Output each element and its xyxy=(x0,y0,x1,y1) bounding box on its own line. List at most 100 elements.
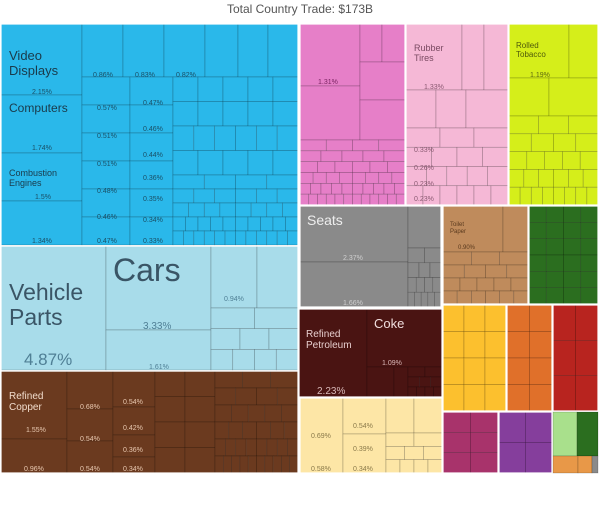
miscellaneous-cell xyxy=(415,277,425,293)
chemical-products-cell xyxy=(369,161,388,173)
machines-cell xyxy=(129,188,174,218)
chemical-products-cell xyxy=(334,161,353,173)
paper-goods-cell xyxy=(463,264,486,279)
machines-cell xyxy=(129,76,174,106)
mineral-products-cell xyxy=(433,386,443,398)
metals-cell xyxy=(154,421,186,448)
machines-cell xyxy=(172,76,199,102)
vegetable-products-cell xyxy=(563,271,582,288)
metals-cell xyxy=(223,455,232,474)
animal-hides-cell xyxy=(552,455,579,474)
chemical-products-cell xyxy=(299,193,310,206)
machines-cell xyxy=(250,202,268,218)
vegetable-products-cell xyxy=(563,222,582,239)
machines-cell xyxy=(247,150,274,176)
group-outline xyxy=(298,308,443,398)
machines-cell xyxy=(193,188,215,204)
weapons-cell xyxy=(498,411,526,443)
machines-cell xyxy=(172,150,199,176)
machines-cell xyxy=(129,216,174,246)
plastics-cell xyxy=(466,166,488,187)
machines-cell xyxy=(172,230,184,246)
plastics-cell xyxy=(461,23,485,91)
machines-cell xyxy=(203,230,215,246)
machines-cell xyxy=(247,101,274,127)
paper-goods-cell xyxy=(459,277,478,292)
computers-cell xyxy=(0,94,83,154)
machines-cell xyxy=(235,188,257,204)
machines-cell xyxy=(81,132,131,162)
textiles-cell xyxy=(385,446,405,460)
plastics-cell xyxy=(487,166,509,187)
machines-cell xyxy=(214,188,236,204)
machines-cell xyxy=(235,216,249,232)
foodstuffs-cell xyxy=(553,133,577,152)
transportation-cell xyxy=(105,329,212,371)
chemical-products-cell xyxy=(339,172,353,184)
chemical-products-cell xyxy=(317,161,336,173)
group-outline xyxy=(0,370,299,474)
chemical-products-cell xyxy=(325,172,340,184)
vegetable-products-cell xyxy=(528,271,547,288)
plastics-cell xyxy=(446,166,468,187)
paper-goods-cell xyxy=(471,290,486,305)
paper-goods-cell xyxy=(499,251,529,266)
machines-cell xyxy=(163,23,206,78)
chemical-products-cell xyxy=(359,61,406,101)
chemical-products-cell xyxy=(387,161,406,173)
chemical-products-cell xyxy=(378,172,393,184)
vegetable-products-cell xyxy=(563,238,582,256)
foodstuffs-cell xyxy=(508,115,539,135)
group-outline xyxy=(552,304,599,412)
foodstuffs-cell xyxy=(553,186,565,206)
machines-cell xyxy=(193,125,215,151)
chemical-products-cell xyxy=(299,183,311,195)
chemical-products-cell xyxy=(359,99,406,141)
chemical-products-cell xyxy=(325,139,353,152)
machines-cell xyxy=(267,23,299,78)
textiles-cell xyxy=(413,432,443,447)
footwear-and-headwear-cell xyxy=(442,304,465,332)
miscellaneous-cell xyxy=(432,277,442,293)
miscellaneous-cell xyxy=(591,455,599,474)
wood-products-cell xyxy=(552,411,578,457)
chemical-products-cell xyxy=(299,85,361,141)
footwear-and-headwear-cell xyxy=(442,331,465,359)
coke-cell xyxy=(366,308,443,368)
textiles-cell xyxy=(342,397,387,435)
vegetable-products-cell xyxy=(528,287,547,305)
vegetable-products-cell xyxy=(545,205,564,223)
plastics-cell xyxy=(456,185,475,206)
vegetable-products-cell xyxy=(528,205,547,223)
transportation-cell xyxy=(275,349,299,371)
miscellaneous-cell xyxy=(407,291,415,308)
machines-cell xyxy=(188,202,205,218)
metals-cell xyxy=(245,438,257,457)
metals-cell xyxy=(154,447,186,474)
plastics-cell xyxy=(465,89,509,129)
metals-cell xyxy=(214,370,243,389)
group-outline xyxy=(442,304,507,412)
metals-cell xyxy=(256,455,266,474)
miscellaneous-cell xyxy=(434,291,442,308)
mineral-products-cell xyxy=(407,386,417,398)
plastics-cell xyxy=(482,146,509,167)
chemical-products-cell xyxy=(383,150,406,162)
plastics-cell xyxy=(405,166,427,187)
chemical-products-cell xyxy=(320,183,332,195)
metals-cell xyxy=(264,455,274,474)
stone-and-glass-cell xyxy=(506,331,530,359)
instruments-cell xyxy=(470,432,499,453)
group-outline xyxy=(506,304,553,412)
metals-cell xyxy=(231,455,241,474)
chemical-products-cell xyxy=(299,172,314,184)
vegetable-products-cell xyxy=(580,222,599,239)
textiles-cell xyxy=(299,397,344,474)
machines-cell xyxy=(81,188,131,218)
foodstuffs-cell xyxy=(568,23,599,79)
chemical-products-cell xyxy=(299,139,327,152)
chemical-products-cell xyxy=(299,23,361,87)
machines-cell xyxy=(235,230,247,246)
metals-cell xyxy=(235,438,247,457)
vegetable-products-cell xyxy=(580,238,599,256)
